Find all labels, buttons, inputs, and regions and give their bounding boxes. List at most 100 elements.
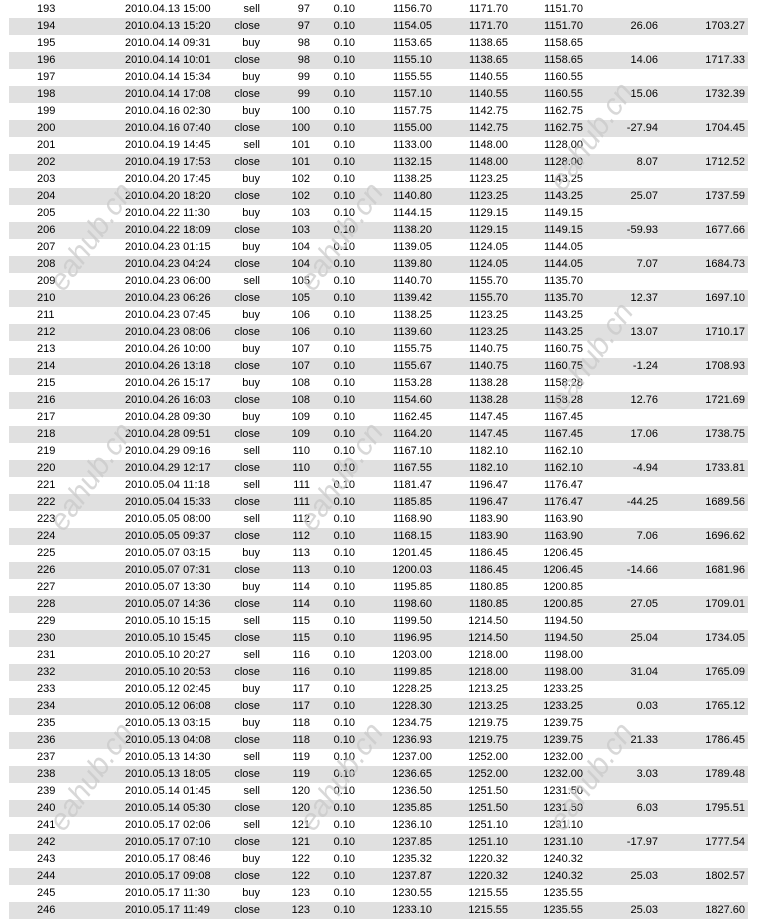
- cell-sl: 1124.05: [469, 258, 508, 270]
- cell-time: 2010.04.26 10:00: [125, 343, 211, 355]
- cell-profit: 25.04: [630, 632, 658, 644]
- cell-tp: 1176.47: [544, 496, 583, 508]
- cell-type: close: [234, 54, 260, 66]
- cell-balance: 1721.69: [705, 394, 745, 406]
- cell-sl: 1213.25: [468, 683, 508, 695]
- cell-size: 0.10: [333, 224, 355, 236]
- table-row: 213 2010.04.26 10:00 buy 107 0.10 1155.75 1140…: [9, 341, 748, 358]
- cell-size: 0.10: [333, 598, 355, 610]
- cell-num: 236: [37, 734, 56, 746]
- cell-size: 0.10: [333, 530, 355, 542]
- cell-profit: 26.06: [630, 20, 658, 32]
- cell-tp: 1162.75: [544, 122, 583, 134]
- cell-time: 2010.04.29 12:17: [125, 462, 211, 474]
- cell-num: 199: [37, 105, 56, 117]
- cell-num: 242: [37, 836, 56, 848]
- cell-size: 0.10: [333, 445, 355, 457]
- cell-order: 121: [291, 819, 310, 831]
- cell-tp: 1233.25: [543, 683, 583, 695]
- cell-tp: 1143.25: [544, 190, 583, 202]
- cell-price: 1167.10: [393, 445, 432, 457]
- cell-num: 217: [37, 411, 56, 423]
- cell-price: 1155.67: [393, 360, 432, 372]
- cell-order: 104: [291, 258, 310, 270]
- cell-sl: 1138.28: [469, 377, 508, 389]
- table-row: 204 2010.04.20 18:20 close 102 0.10 1140.80 11…: [9, 188, 748, 205]
- cell-balance: 1712.52: [705, 156, 745, 168]
- cell-order: 104: [291, 241, 310, 253]
- cell-tp: 1231.10: [543, 836, 583, 848]
- cell-order: 113: [292, 564, 310, 576]
- cell-type: close: [234, 88, 260, 100]
- cell-num: 239: [37, 785, 56, 797]
- table-row: 239 2010.05.14 01:45 sell 120 0.10 1236.50 125…: [9, 783, 748, 800]
- cell-order: 103: [291, 207, 310, 219]
- table-row: 228 2010.05.07 14:36 close 114 0.10 1198.60 11…: [9, 596, 748, 613]
- cell-price: 1168.15: [393, 530, 432, 542]
- cell-time: 2010.05.10 15:45: [125, 632, 211, 644]
- cell-size: 0.10: [333, 88, 355, 100]
- cell-time: 2010.05.07 03:15: [125, 547, 211, 559]
- cell-sl: 1123.25: [469, 326, 508, 338]
- cell-sl: 1218.00: [468, 666, 508, 678]
- cell-order: 106: [291, 326, 310, 338]
- cell-sl: 1196.47: [469, 496, 508, 508]
- cell-balance: 1697.10: [705, 292, 745, 304]
- cell-profit: 14.06: [630, 54, 658, 66]
- cell-tp: 1239.75: [543, 734, 583, 746]
- cell-profit: 21.33: [630, 734, 658, 746]
- cell-tp: 1235.55: [543, 887, 583, 899]
- cell-price: 1156.70: [393, 3, 432, 15]
- cell-size: 0.10: [333, 683, 355, 695]
- cell-num: 238: [37, 768, 56, 780]
- table-row: 210 2010.04.23 06:26 close 105 0.10 1139.42 11…: [9, 290, 748, 307]
- cell-size: 0.10: [333, 496, 355, 508]
- cell-size: 0.10: [333, 71, 355, 83]
- cell-type: close: [234, 428, 260, 440]
- cell-tp: 1162.10: [544, 462, 583, 474]
- cell-size: 0.10: [333, 309, 355, 321]
- cell-balance: 1710.17: [705, 326, 745, 338]
- cell-time: 2010.05.17 07:10: [125, 836, 211, 848]
- table-row: 214 2010.04.26 13:18 close 107 0.10 1155.67 11…: [9, 358, 748, 375]
- cell-tp: 1240.32: [543, 853, 583, 865]
- cell-tp: 1198.00: [544, 666, 583, 678]
- cell-sl: 1180.85: [469, 581, 508, 593]
- cell-num: 203: [37, 173, 56, 185]
- cell-time: 2010.05.13 04:08: [125, 734, 211, 746]
- cell-order: 105: [291, 275, 310, 287]
- cell-num: 228: [37, 598, 56, 610]
- cell-order: 101: [291, 156, 310, 168]
- cell-sl: 1138.65: [469, 37, 508, 49]
- cell-type: close: [234, 224, 260, 236]
- cell-num: 193: [37, 3, 56, 15]
- cell-price: 1233.10: [392, 904, 432, 916]
- cell-tp: 1176.47: [544, 479, 583, 491]
- cell-time: 2010.04.14 17:08: [125, 88, 211, 100]
- cell-tp: 1240.32: [543, 870, 583, 882]
- cell-size: 0.10: [333, 904, 355, 916]
- cell-time: 2010.04.19 17:53: [125, 156, 211, 168]
- cell-order: 112: [292, 513, 310, 525]
- table-row: 226 2010.05.07 07:31 close 113 0.10 1200.03 11…: [9, 562, 748, 579]
- cell-order: 120: [291, 802, 310, 814]
- cell-sl: 1213.25: [468, 700, 508, 712]
- cell-tp: 1160.75: [544, 343, 583, 355]
- cell-num: 240: [37, 802, 56, 814]
- cell-profit: -27.94: [626, 122, 658, 134]
- cell-sl: 1124.05: [469, 241, 508, 253]
- cell-sl: 1252.00: [468, 768, 508, 780]
- cell-time: 2010.04.16 07:40: [125, 122, 211, 134]
- cell-tp: 1143.25: [544, 309, 583, 321]
- cell-price: 1196.95: [393, 632, 432, 644]
- cell-balance: 1696.62: [705, 530, 745, 542]
- cell-price: 1199.50: [393, 615, 432, 627]
- cell-tp: 1135.70: [544, 292, 583, 304]
- cell-tp: 1143.25: [544, 173, 583, 185]
- cell-time: 2010.04.23 08:06: [125, 326, 211, 338]
- cell-price: 1201.45: [392, 547, 432, 559]
- cell-time: 2010.04.13 15:00: [125, 3, 211, 15]
- cell-type: close: [234, 700, 260, 712]
- cell-tp: 1194.50: [544, 632, 583, 644]
- cell-num: 223: [37, 513, 56, 525]
